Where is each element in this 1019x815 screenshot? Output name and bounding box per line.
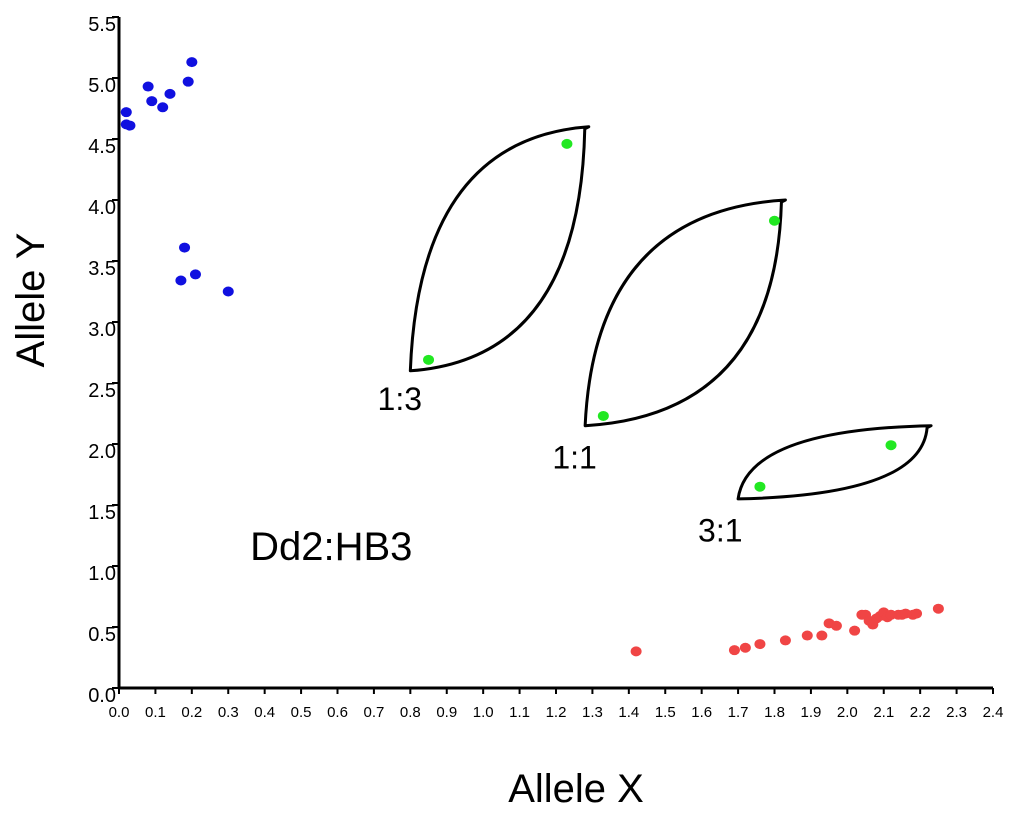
- y-tick-label: 1.5: [88, 502, 116, 524]
- data-point: [769, 215, 780, 226]
- x-tick-label: 0.9: [436, 704, 457, 721]
- data-point: [142, 81, 154, 92]
- data-point: [885, 440, 897, 451]
- y-tick-label: 0.5: [88, 624, 116, 646]
- y-tick-label: 5.5: [88, 14, 116, 36]
- data-point: [124, 120, 136, 131]
- x-tick-label: 1.5: [655, 704, 676, 721]
- x-tick-label: 0.7: [363, 704, 384, 721]
- data-point: [816, 630, 828, 641]
- y-tick-label: 2.5: [88, 380, 116, 402]
- x-tick-label: 2.4: [983, 704, 1004, 721]
- x-tick-label: 0.3: [218, 704, 239, 721]
- annotation-label: 1:3: [378, 381, 422, 417]
- data-point: [932, 603, 944, 614]
- data-point: [179, 242, 191, 253]
- x-tick-label: 1.3: [582, 704, 603, 721]
- x-tick-label: 1.6: [691, 704, 712, 721]
- data-point: [164, 88, 176, 99]
- x-tick-label: 0.0: [109, 704, 130, 721]
- data-point: [157, 102, 169, 113]
- data-point: [630, 646, 642, 657]
- data-point: [911, 608, 923, 619]
- y-axis-title: Allele Y: [9, 233, 53, 368]
- data-point: [801, 630, 813, 641]
- x-tick-label: 2.1: [873, 704, 894, 721]
- y-tick-label: 5.0: [88, 75, 116, 97]
- data-point: [597, 410, 609, 421]
- data-point: [739, 642, 751, 653]
- y-tick-label: 3.0: [88, 319, 116, 341]
- y-tick-label: 4.0: [88, 197, 116, 219]
- x-tick-label: 1.1: [509, 704, 530, 721]
- annotation-label: 1:1: [552, 439, 596, 475]
- x-tick-label: 0.2: [181, 704, 202, 721]
- annotations: Dd2:HB3 1:3 1:1 3:1: [250, 381, 742, 569]
- y-tick-label: 4.5: [88, 136, 116, 158]
- y-tick-label: 3.5: [88, 258, 116, 280]
- y-tick-label: 2.0: [88, 441, 116, 463]
- data-point: [830, 620, 842, 631]
- ratio-region-outline: [736, 424, 933, 501]
- data-point: [175, 275, 187, 286]
- x-tick-label: 0.6: [327, 704, 348, 721]
- data-point: [779, 635, 791, 646]
- x-tick-label: 2.0: [837, 704, 858, 721]
- data-point: [728, 645, 740, 656]
- x-tick-label: 0.4: [254, 704, 275, 721]
- x-tick-label: 1.8: [764, 704, 785, 721]
- ratio-region-outline: [583, 198, 787, 428]
- x-tick-label: 0.8: [400, 704, 421, 721]
- data-point: [120, 107, 132, 118]
- x-tick-label: 2.2: [910, 704, 931, 721]
- data-point: [561, 138, 573, 149]
- data-point: [754, 639, 766, 650]
- x-tick-label: 1.7: [728, 704, 749, 721]
- x-tick-label: 1.9: [800, 704, 821, 721]
- data-points: [120, 57, 944, 657]
- ratio-regions: [408, 125, 933, 501]
- x-tick-label: 1.2: [546, 704, 567, 721]
- y-tick-label: 1.0: [88, 563, 116, 585]
- data-point: [189, 269, 201, 280]
- data-point: [146, 96, 158, 107]
- data-point: [754, 481, 766, 492]
- data-point: [222, 286, 234, 297]
- data-point: [186, 57, 198, 68]
- x-axis-title: Allele X: [508, 767, 644, 811]
- annotation-label: Dd2:HB3: [250, 525, 412, 569]
- data-point: [423, 354, 435, 365]
- data-point: [182, 76, 194, 87]
- x-tick-label: 2.3: [946, 704, 967, 721]
- x-tick-label: 1.4: [618, 704, 639, 721]
- x-tick-label: 0.5: [291, 704, 312, 721]
- axes: 0.0 0.1 0.2 0.3 0.4 0.5 0.6 0.7 0.8 0.9 1.0 1.1 1.2 1…: [88, 14, 1003, 721]
- data-point: [849, 625, 861, 636]
- x-tick-label: 1.0: [473, 704, 494, 721]
- ratio-region-outline: [408, 125, 591, 373]
- annotation-label: 3:1: [698, 513, 742, 549]
- x-tick-label: 0.1: [145, 704, 166, 721]
- y-tick-label: 0.0: [88, 685, 116, 707]
